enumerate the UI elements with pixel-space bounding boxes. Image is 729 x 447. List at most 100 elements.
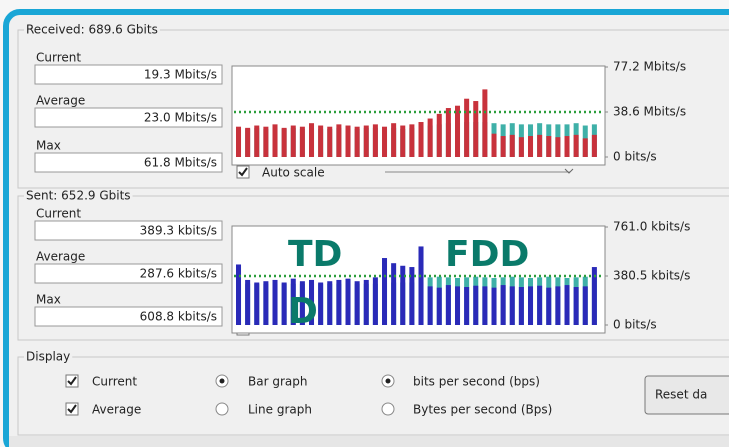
field-label: Current bbox=[36, 51, 81, 65]
title-bg bbox=[24, 22, 160, 37]
bar bbox=[363, 279, 369, 325]
field-box bbox=[34, 306, 223, 327]
bar bbox=[591, 267, 597, 325]
bar bbox=[363, 125, 369, 157]
field-value: 61.8 Mbits/s bbox=[144, 156, 217, 170]
bar bbox=[382, 126, 388, 157]
y-tick-label: 0 bits/s bbox=[613, 150, 657, 164]
annotation: TD bbox=[288, 234, 342, 275]
radio[interactable] bbox=[381, 402, 395, 416]
bar bbox=[263, 281, 269, 325]
bar bbox=[254, 282, 260, 325]
y-tick-label: 761.0 kbits/s bbox=[613, 220, 690, 234]
bar bbox=[345, 278, 351, 325]
group-box bbox=[17, 356, 729, 436]
field-value: 287.6 kbits/s bbox=[140, 267, 217, 281]
bar bbox=[391, 263, 397, 325]
checkbox-label: Current bbox=[92, 375, 137, 389]
field-box bbox=[34, 107, 223, 128]
checkbox-tick bbox=[67, 376, 77, 386]
button[interactable] bbox=[644, 375, 729, 415]
field-box bbox=[34, 263, 223, 284]
radio-dot bbox=[219, 378, 225, 384]
radio-label: Bytes per second (Bps) bbox=[413, 403, 552, 417]
bar bbox=[418, 246, 424, 325]
bar bbox=[509, 134, 515, 157]
bar bbox=[418, 122, 424, 157]
annotation: FDD bbox=[445, 234, 529, 275]
radio-label: bits per second (bps) bbox=[413, 375, 540, 389]
bar bbox=[546, 287, 552, 325]
radio-label: Line graph bbox=[248, 403, 312, 417]
button-label: Reset da bbox=[655, 388, 707, 402]
bar bbox=[272, 279, 278, 325]
bar bbox=[281, 282, 287, 325]
group-box bbox=[17, 29, 729, 189]
checkbox-label: Average bbox=[92, 403, 141, 417]
bar bbox=[500, 136, 506, 157]
y-tick-label: 380.5 kbits/s bbox=[613, 269, 690, 283]
status-bar bbox=[9, 436, 729, 447]
bar bbox=[263, 126, 269, 157]
bar bbox=[546, 136, 552, 157]
field-value: 389.3 kbits/s bbox=[140, 224, 217, 238]
bar bbox=[309, 123, 315, 157]
field-label: Max bbox=[36, 293, 61, 307]
field-label: Current bbox=[36, 207, 81, 221]
bar bbox=[272, 124, 278, 157]
bar bbox=[281, 127, 287, 157]
bar bbox=[236, 264, 242, 325]
field-box bbox=[34, 220, 223, 241]
bar bbox=[245, 279, 251, 325]
radio[interactable] bbox=[215, 402, 229, 416]
bar bbox=[445, 285, 451, 325]
bar bbox=[528, 136, 534, 157]
bar bbox=[372, 124, 378, 157]
field-label: Max bbox=[36, 139, 61, 153]
y-tick-label: 0 bits/s bbox=[613, 318, 657, 332]
radio-label: Bar graph bbox=[248, 375, 307, 389]
bar bbox=[336, 124, 342, 157]
bar bbox=[254, 125, 260, 157]
bar bbox=[509, 286, 515, 325]
y-tick-label: 38.6 Mbits/s bbox=[613, 105, 686, 119]
checkbox-tick bbox=[67, 404, 77, 414]
field-value: 19.3 Mbits/s bbox=[144, 68, 217, 82]
bar bbox=[464, 98, 470, 157]
auto-scale-checkbox-tick bbox=[238, 167, 248, 177]
bar bbox=[482, 286, 488, 325]
bar bbox=[564, 285, 570, 325]
bar bbox=[537, 134, 543, 157]
field-label: Average bbox=[36, 250, 85, 264]
group-title: Received: 689.6 Gbits bbox=[26, 23, 158, 37]
title-bg bbox=[24, 349, 73, 364]
bar bbox=[482, 89, 488, 157]
bar bbox=[500, 285, 506, 325]
bar bbox=[427, 286, 433, 325]
bar bbox=[528, 286, 534, 325]
slider-thumb[interactable] bbox=[564, 168, 574, 174]
bar bbox=[391, 123, 397, 157]
bar bbox=[409, 267, 415, 325]
bar bbox=[436, 113, 442, 157]
bar bbox=[318, 125, 324, 157]
bar bbox=[290, 278, 296, 325]
bar bbox=[555, 286, 561, 325]
group-title: Display bbox=[26, 350, 70, 364]
bar bbox=[473, 285, 479, 325]
bar bbox=[354, 281, 360, 325]
y-tick-label: 77.2 Mbits/s bbox=[613, 60, 686, 74]
bar bbox=[445, 108, 451, 157]
bar bbox=[573, 287, 579, 325]
bar bbox=[245, 127, 251, 157]
bar bbox=[409, 124, 415, 157]
bar bbox=[573, 134, 579, 157]
radio-dot bbox=[385, 378, 391, 384]
annotation: D bbox=[288, 291, 318, 332]
bar bbox=[473, 101, 479, 157]
bar bbox=[345, 125, 351, 157]
field-label: Average bbox=[36, 94, 85, 108]
bar bbox=[564, 136, 570, 157]
bar bbox=[354, 126, 360, 157]
